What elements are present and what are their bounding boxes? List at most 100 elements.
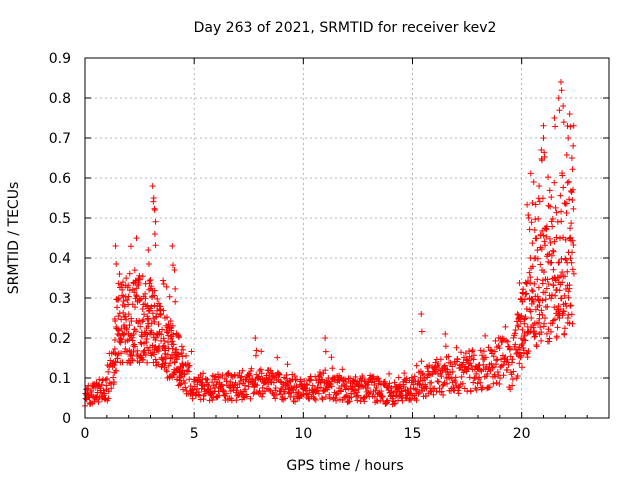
data-point: [493, 357, 500, 364]
data-point: [560, 119, 567, 126]
data-point: [538, 329, 545, 336]
data-point: [383, 398, 390, 405]
data-point: [246, 372, 253, 379]
data-point: [152, 218, 159, 225]
data-point: [569, 266, 576, 273]
data-point: [504, 356, 511, 363]
data-point: [141, 311, 148, 318]
data-point: [533, 330, 540, 337]
data-point: [562, 300, 569, 307]
data-point: [160, 356, 167, 363]
data-point: [444, 380, 451, 387]
data-point: [445, 353, 452, 360]
data-point: [315, 390, 322, 397]
data-point: [430, 391, 437, 398]
data-point: [524, 201, 531, 208]
data-point: [538, 246, 545, 253]
data-point: [489, 364, 496, 371]
data-point: [560, 234, 567, 241]
data-point: [399, 397, 406, 404]
data-point: [120, 298, 127, 305]
data-point: [504, 366, 511, 373]
data-point: [360, 383, 367, 390]
data-point: [426, 362, 433, 369]
data-point: [298, 381, 305, 388]
data-point: [133, 293, 140, 300]
data-point: [484, 371, 491, 378]
data-point: [142, 295, 149, 302]
data-point: [406, 395, 413, 402]
data-point: [131, 343, 138, 350]
data-point: [528, 219, 535, 226]
data-point: [140, 316, 147, 323]
data-point: [257, 366, 264, 373]
data-point: [178, 343, 185, 350]
data-point: [145, 316, 152, 323]
data-point: [151, 231, 158, 237]
data-point: [254, 382, 261, 389]
data-point: [391, 379, 398, 386]
data-point: [566, 196, 573, 203]
data-point: [401, 370, 408, 377]
data-point: [121, 303, 128, 310]
data-point: [126, 287, 133, 294]
data-point: [566, 285, 573, 292]
data-point: [569, 249, 576, 256]
data-point: [540, 122, 547, 129]
data-point: [125, 311, 132, 318]
data-point: [398, 388, 405, 395]
data-point: [496, 380, 503, 387]
data-point: [283, 375, 290, 382]
data-point: [557, 79, 564, 85]
data-point: [455, 390, 462, 397]
data-point: [133, 285, 140, 292]
data-point: [548, 295, 555, 302]
data-point: [361, 398, 368, 405]
y-tick-label: 0.3: [49, 291, 71, 307]
data-point: [447, 359, 454, 366]
data-point: [178, 350, 185, 357]
data-point: [103, 375, 110, 382]
data-point: [353, 389, 360, 396]
data-point: [407, 396, 414, 403]
data-point: [256, 373, 263, 380]
data-point: [145, 247, 152, 253]
data-point: [233, 397, 240, 404]
data-point: [541, 238, 548, 245]
data-point: [535, 284, 542, 291]
data-point: [129, 337, 136, 344]
data-point: [546, 235, 553, 242]
data-point: [376, 378, 383, 385]
data-point: [264, 376, 271, 383]
data-point: [520, 286, 527, 293]
data-point: [379, 393, 386, 400]
data-point: [502, 323, 509, 330]
data-point: [101, 390, 108, 397]
data-point: [437, 356, 444, 363]
data-point: [527, 274, 534, 281]
y-tick-label: 0.7: [49, 131, 71, 147]
y-tick-label: 0.1: [49, 371, 71, 387]
data-point: [516, 280, 523, 287]
data-point: [352, 373, 359, 380]
data-point: [131, 267, 138, 274]
data-point: [450, 386, 457, 393]
data-point: [258, 348, 265, 355]
data-point: [567, 225, 574, 232]
data-point: [276, 371, 283, 378]
data-point: [320, 370, 327, 377]
data-point: [528, 315, 535, 322]
data-point: [557, 306, 564, 313]
data-point: [526, 329, 533, 336]
data-point: [475, 362, 482, 369]
data-point: [386, 380, 393, 387]
data-point: [248, 365, 255, 372]
data-point: [151, 287, 158, 294]
data-point: [454, 356, 461, 363]
data-point: [151, 207, 158, 213]
data-point: [126, 322, 133, 329]
data-point: [564, 179, 571, 186]
data-point: [105, 395, 112, 402]
data-point: [322, 393, 329, 400]
